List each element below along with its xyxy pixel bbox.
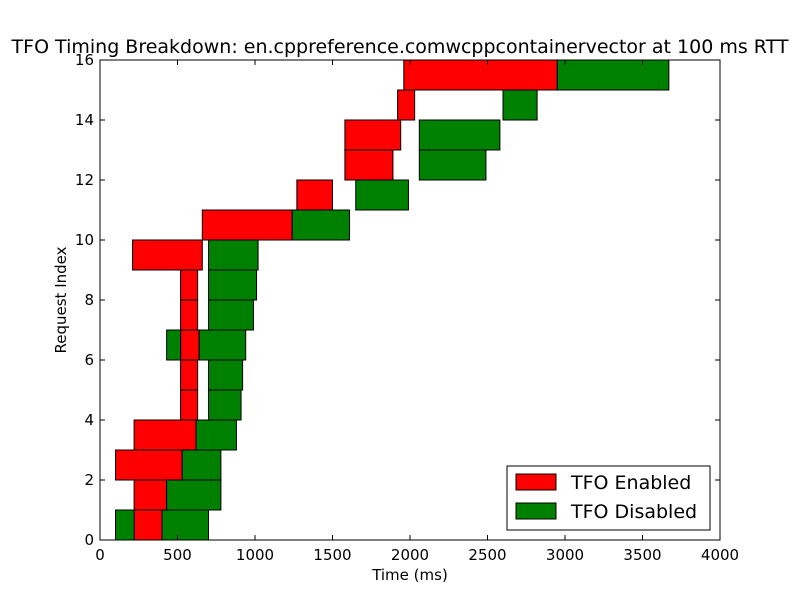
x-tick-label-3500: 3500: [623, 546, 661, 564]
legend-label-tfo-disabled: TFO Disabled: [570, 501, 697, 523]
x-tick-label-1500: 1500: [313, 546, 351, 564]
bar-tfo-enabled-6-6: [180, 329, 200, 361]
bar-tfo-disabled-12-14: [418, 149, 487, 181]
bar-tfo-disabled-1-2: [166, 479, 222, 511]
legend-swatch-tfo-enabled: [515, 473, 557, 491]
bar-tfo-enabled-3-3: [133, 419, 197, 451]
bar-tfo-disabled-8-10: [208, 269, 258, 301]
bar-tfo-disabled-7-9: [208, 299, 254, 331]
bar-tfo-disabled-3-4: [195, 419, 237, 451]
bar-tfo-disabled-6-8: [198, 329, 247, 361]
bar-tfo-enabled-2-2: [115, 449, 183, 481]
bar-tfo-enabled-13-13: [344, 119, 402, 151]
y-axis-label: Request Index: [52, 246, 70, 353]
legend-label-tfo-enabled: TFO Enabled: [570, 472, 691, 494]
bar-tfo-enabled-12-12: [344, 149, 394, 181]
bar-tfo-enabled-14-14: [397, 89, 416, 121]
x-tick-label-2500: 2500: [468, 546, 506, 564]
x-tick-label-3000: 3000: [546, 546, 584, 564]
x-axis-label: Time (ms): [371, 566, 448, 584]
y-tick-label-2: 2: [84, 471, 94, 489]
bar-tfo-disabled-2-3: [181, 449, 222, 481]
x-tick-label-500: 500: [163, 546, 192, 564]
y-tick-label-10: 10: [75, 231, 94, 249]
bars-layer: [115, 59, 670, 541]
x-tick-label-0: 0: [95, 546, 105, 564]
chart-title: TFO Timing Breakdown: en.cppreference.co…: [11, 36, 789, 58]
bar-tfo-disabled-11-13: [355, 179, 409, 211]
bar-tfo-enabled-0-0: [133, 509, 163, 541]
bar-tfo-enabled-8-8: [180, 269, 199, 301]
x-tick-label-2000: 2000: [391, 546, 429, 564]
bar-tfo-disabled-6-7: [166, 329, 182, 361]
y-tick-label-6: 6: [84, 351, 94, 369]
bar-tfo-disabled-15-17: [556, 59, 670, 91]
y-tick-label-14: 14: [75, 111, 94, 129]
bar-tfo-enabled-5-5: [180, 359, 199, 391]
bar-tfo-disabled-0-0: [115, 509, 135, 541]
bar-tfo-enabled-15-15: [403, 59, 558, 91]
y-tick-label-16: 16: [75, 51, 94, 69]
bar-tfo-disabled-4-5: [208, 389, 242, 421]
bar-tfo-disabled-13-15: [418, 119, 501, 151]
bar-tfo-enabled-10-10: [201, 209, 293, 241]
bar-tfo-disabled-14-16: [502, 89, 538, 121]
bar-tfo-enabled-4-4: [180, 389, 199, 421]
bar-tfo-disabled-0-1: [161, 509, 209, 541]
y-tick-label-4: 4: [84, 411, 94, 429]
y-tick-label-12: 12: [75, 171, 94, 189]
y-tick-label-8: 8: [84, 291, 94, 309]
y-tick-label-0: 0: [84, 531, 94, 549]
bar-tfo-enabled-11-11: [296, 179, 334, 211]
legend-swatch-tfo-disabled: [515, 502, 557, 520]
bar-tfo-disabled-9-11: [208, 239, 259, 271]
bar-tfo-disabled-10-12: [291, 209, 351, 241]
x-tick-label-4000: 4000: [701, 546, 739, 564]
axis-ticks: 0 500 1000 1500 2000 2500 3000 3500 4000 0 2 4 6 8 10 1…: [75, 51, 739, 564]
x-tick-label-1000: 1000: [236, 546, 274, 564]
legend: TFO Enabled TFO Disabled: [506, 465, 711, 531]
bar-tfo-enabled-1-1: [133, 479, 168, 511]
bar-tfo-enabled-9-9: [132, 239, 203, 271]
bar-tfo-enabled-7-7: [180, 299, 199, 331]
bar-tfo-disabled-5-6: [208, 359, 244, 391]
